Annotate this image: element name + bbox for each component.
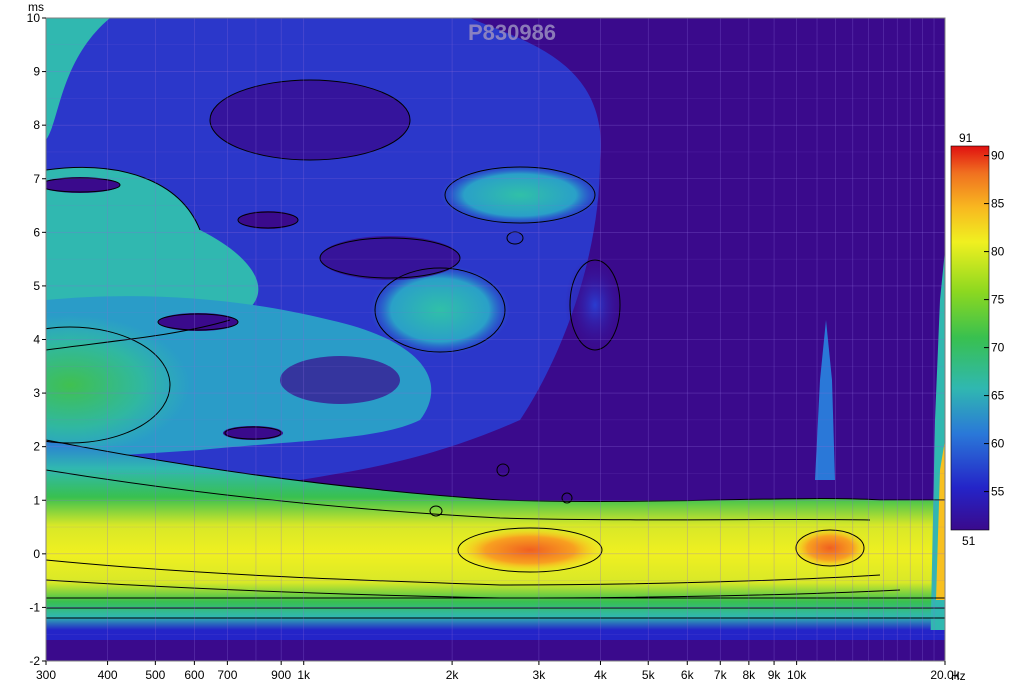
dark-spot-3	[158, 313, 238, 331]
y-tick-label: 9	[33, 65, 40, 79]
x-tick-label: 3k	[533, 668, 547, 682]
y-tick-label: 1	[33, 493, 40, 507]
y-tick-label: -1	[29, 600, 40, 614]
dark-spot-4	[223, 426, 283, 440]
blue-blob-4k	[565, 255, 625, 355]
hot-spot-2.8k	[455, 528, 605, 572]
x-axis-label: Hz	[951, 669, 966, 683]
x-tick-label: 6k	[681, 668, 695, 682]
colorbar-tick-label: 65	[991, 389, 1005, 403]
cyan-blob-1	[440, 165, 600, 225]
floor-band-1	[46, 630, 945, 640]
x-tick-label: 10k	[787, 668, 807, 682]
x-tick-label: 8k	[743, 668, 757, 682]
x-tick-label: 300	[36, 668, 56, 682]
grid	[45, 17, 946, 662]
colorbar-max-label: 91	[959, 131, 973, 145]
x-tick-label: 7k	[714, 668, 728, 682]
blue-hole-2	[280, 356, 400, 404]
y-tick-label: 0	[33, 547, 40, 561]
hot-spot-12.5k	[792, 528, 868, 568]
colorbar-tick-label: 70	[991, 341, 1005, 355]
x-tick-label: 700	[217, 668, 237, 682]
x-tick-label: 500	[145, 668, 165, 682]
y-tick-label: 7	[33, 172, 40, 186]
cyan-blob-2	[370, 265, 510, 355]
dark-spot-2	[238, 211, 298, 229]
y-tick-label: 10	[27, 11, 41, 25]
colorbar-gradient	[950, 145, 990, 531]
decay-region-cyan-upper	[46, 18, 110, 140]
colorbar-tick-label: 60	[991, 437, 1005, 451]
x-tick-label: 9k	[768, 668, 782, 682]
x-tick-label: 600	[184, 668, 204, 682]
x-tick-label: 20.0k	[930, 668, 960, 682]
y-tick-label: 8	[33, 118, 40, 132]
floor-band-2	[46, 640, 945, 661]
watermark: P830986	[468, 20, 556, 45]
x-tick-label: 5k	[642, 668, 656, 682]
y-axis-label: ms	[28, 0, 44, 14]
colorbar-min-label: 51	[962, 534, 976, 548]
y-tick-label: 6	[33, 225, 40, 239]
y-tick-label: 2	[33, 440, 40, 454]
colorbar-ticks: 55 60 65 70 75 80 85 90	[984, 149, 1005, 499]
y-tick-label: 5	[33, 279, 40, 293]
colorbar-tick-label: 75	[991, 293, 1005, 307]
y-tick-label: 3	[33, 386, 40, 400]
x-tick-label: 400	[98, 668, 118, 682]
x-axis: 300 400 500 600 700 900 1k 2k 3k 4k 5k 6k 7k 8k 9k 10k 2…	[36, 661, 961, 682]
blue-hole-3	[210, 80, 410, 160]
y-axis: -2 -1 0 1 2 3 4 5 6 7 8 9 10	[27, 11, 46, 668]
x-tick-label: 1k	[297, 668, 311, 682]
colorbar-tick-label: 85	[991, 197, 1005, 211]
colorbar-tick-label: 90	[991, 149, 1005, 163]
x-tick-label: 4k	[594, 668, 608, 682]
spike-20k-hot	[936, 440, 945, 600]
y-tick-label: 4	[33, 333, 40, 347]
x-tick-label: 2k	[446, 668, 460, 682]
contour-lines	[46, 79, 945, 619]
dark-spot-1	[46, 177, 120, 193]
blue-hole-1	[320, 236, 460, 280]
x-tick-label: 900	[271, 668, 291, 682]
heatmap-surface	[46, 18, 945, 661]
colorbar: 55 60 65 70 75 80 85 90 91 51	[950, 131, 1005, 548]
spike-11k	[815, 320, 835, 480]
green-blob-3ms	[46, 315, 190, 455]
colorbar-tick-label: 55	[991, 485, 1005, 499]
colorbar-tick-label: 80	[991, 245, 1005, 259]
y-tick-label: -2	[29, 654, 40, 668]
